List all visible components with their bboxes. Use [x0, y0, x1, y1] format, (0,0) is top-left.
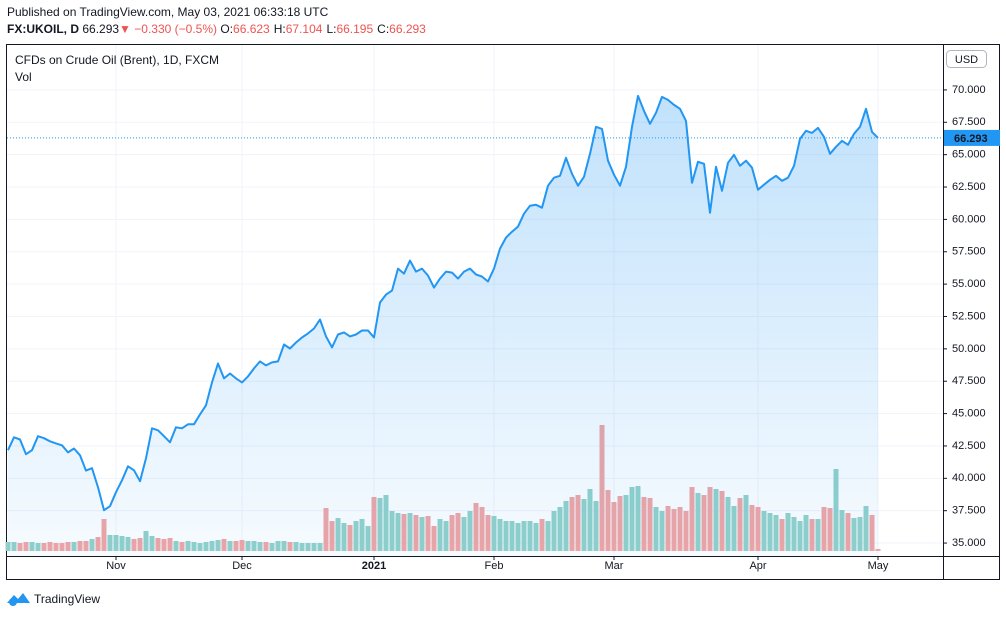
y-tick-label: 52.500: [952, 310, 986, 322]
chart-title: CFDs on Crude Oil (Brent), 1D, FXCM: [15, 53, 219, 67]
y-tick-label: 65.000: [952, 149, 986, 161]
ohlc-value: 67.104: [285, 22, 323, 36]
x-tick-label: Nov: [106, 560, 126, 572]
x-tick-label: May: [868, 560, 889, 572]
x-tick-label: Dec: [232, 560, 252, 572]
last-price: 66.293: [82, 22, 120, 36]
ohlc-value: 66.195: [336, 22, 374, 36]
direction-icon: ▼: [119, 22, 131, 36]
volume-legend: Vol: [15, 70, 32, 84]
currency: USD: [955, 54, 978, 66]
symbol-line: FX:UKOIL, D 66.293▼ −0.330 (−0.5%) O:66.…: [7, 22, 430, 36]
x-tick-label: Feb: [485, 560, 504, 572]
ohlc-label: L:: [326, 22, 337, 36]
ohlc-label: C:: [377, 22, 390, 36]
y-tick-label: 47.500: [952, 375, 986, 387]
ohlc-value: 66.623: [233, 22, 270, 36]
frame: [6, 44, 1000, 580]
x-tick-label: 2021: [362, 560, 386, 572]
last-price-label: 66.293: [954, 133, 988, 145]
last-price-tag: [944, 129, 1000, 146]
y-tick-label: 50.000: [952, 343, 986, 355]
brand-logo: [7, 593, 30, 606]
y-tick-label: 37.500: [952, 505, 986, 517]
y-tick-label: 57.500: [952, 246, 986, 258]
y-tick-label: 67.500: [952, 116, 986, 128]
y-tick-label: 70.000: [952, 84, 986, 96]
currency-badge: [946, 50, 987, 68]
x-tick-label: Apr: [749, 560, 766, 572]
published-line: Published on TradingView.com, May 03, 20…: [7, 5, 329, 19]
ohlc-label: O:: [220, 22, 234, 36]
ohlc-value: 66.293: [389, 22, 426, 36]
y-tick-label: 35.000: [952, 537, 986, 549]
y-tick-label: 55.000: [952, 278, 986, 290]
price-area: [8, 95, 878, 557]
y-tick-label: 62.500: [952, 181, 986, 193]
symbol: FX:UKOIL, D: [7, 22, 79, 36]
brand-name: TradingView: [34, 592, 100, 606]
price-line: [7, 94, 879, 512]
y-tick-label: 42.500: [952, 440, 986, 452]
change: −0.330 (−0.5%): [134, 22, 218, 36]
x-tick-label: Mar: [605, 560, 624, 572]
ohlc-label: H:: [273, 22, 286, 36]
y-tick-label: 45.000: [952, 407, 986, 419]
ohlc: O:66.623 H:67.104 L:66.195 C:66.293: [220, 22, 430, 36]
y-tick-label: 60.000: [952, 213, 986, 225]
y-tick-label: 40.000: [952, 472, 986, 484]
